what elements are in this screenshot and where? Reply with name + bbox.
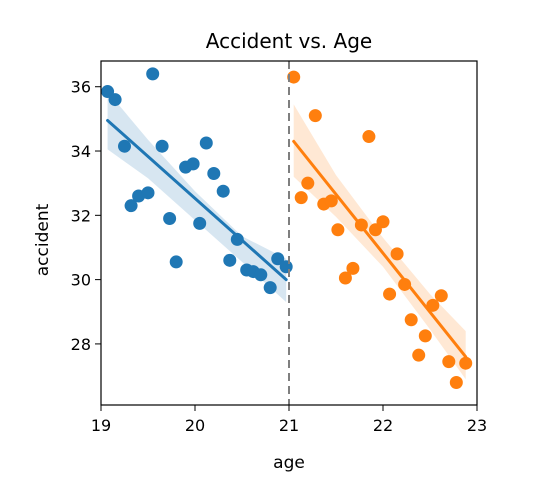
confidence-band-1 bbox=[294, 104, 466, 379]
y-tick-label: 34 bbox=[71, 142, 91, 161]
x-tick-label: 22 bbox=[373, 416, 393, 435]
data-point-0-9 bbox=[170, 255, 183, 268]
data-point-0-12 bbox=[193, 217, 206, 230]
regression-line-1 bbox=[294, 141, 466, 356]
x-tick-label: 23 bbox=[467, 416, 487, 435]
data-point-1-14 bbox=[391, 247, 404, 260]
data-point-1-23 bbox=[459, 357, 472, 370]
data-point-1-8 bbox=[346, 262, 359, 275]
data-point-1-3 bbox=[309, 109, 322, 122]
data-point-0-20 bbox=[254, 268, 267, 281]
data-point-0-5 bbox=[142, 186, 155, 199]
data-point-1-20 bbox=[435, 289, 448, 302]
data-point-1-13 bbox=[383, 288, 396, 301]
data-point-0-15 bbox=[217, 185, 230, 198]
data-point-0-6 bbox=[146, 67, 159, 80]
data-point-1-21 bbox=[442, 355, 455, 368]
data-point-0-14 bbox=[207, 167, 220, 180]
data-point-0-13 bbox=[200, 136, 213, 149]
data-point-0-21 bbox=[264, 281, 277, 294]
data-point-1-12 bbox=[377, 215, 390, 228]
data-point-1-2 bbox=[301, 177, 314, 190]
data-point-0-8 bbox=[163, 212, 176, 225]
data-point-1-6 bbox=[331, 223, 344, 236]
y-tick-label: 30 bbox=[71, 271, 91, 290]
data-point-1-18 bbox=[419, 329, 432, 342]
y-tick-label: 32 bbox=[71, 206, 91, 225]
data-point-1-17 bbox=[412, 349, 425, 362]
y-axis-title: accident bbox=[33, 203, 53, 276]
data-point-0-7 bbox=[156, 140, 169, 153]
y-tick-label: 36 bbox=[71, 78, 91, 97]
data-point-1-16 bbox=[405, 313, 418, 326]
x-tick-label: 21 bbox=[279, 416, 299, 435]
data-point-1-1 bbox=[295, 191, 308, 204]
data-point-1-10 bbox=[362, 130, 375, 143]
data-point-0-1 bbox=[109, 93, 122, 106]
data-point-1-22 bbox=[450, 376, 463, 389]
x-tick-label: 19 bbox=[91, 416, 111, 435]
data-point-0-2 bbox=[118, 140, 131, 153]
data-point-0-23 bbox=[280, 260, 293, 273]
data-point-0-11 bbox=[187, 157, 200, 170]
plot-area bbox=[101, 61, 472, 405]
data-point-0-16 bbox=[223, 254, 236, 267]
y-tick-label: 28 bbox=[71, 335, 91, 354]
chart-title: Accident vs. Age bbox=[206, 29, 372, 53]
x-axis-title: age bbox=[273, 453, 305, 473]
x-tick-label: 20 bbox=[185, 416, 205, 435]
